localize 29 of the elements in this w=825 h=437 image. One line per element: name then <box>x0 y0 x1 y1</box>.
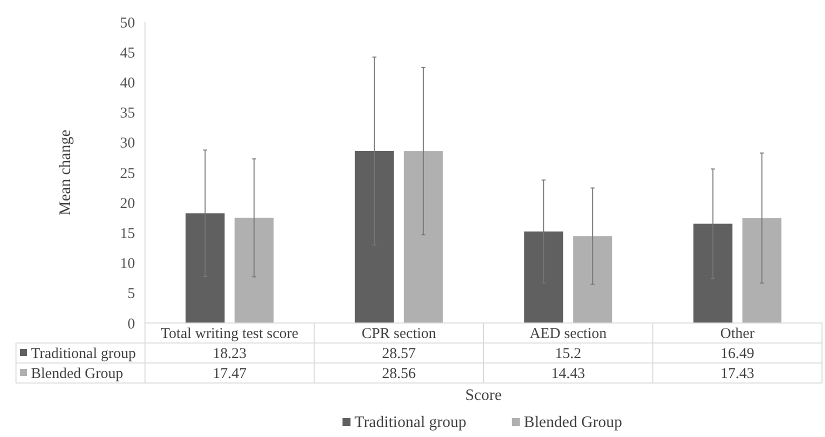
x-tick-label: Total writing test score <box>160 326 299 342</box>
y-tick-label: 30 <box>120 136 135 152</box>
data-label: 17.43 <box>720 366 754 382</box>
data-label: 18.23 <box>212 346 246 362</box>
y-tick-label: 15 <box>120 226 135 242</box>
y-tick-label: 40 <box>120 75 135 92</box>
x-tick-label: CPR section <box>362 326 437 342</box>
data-label: 15.2 <box>555 346 582 362</box>
y-tick-label: 5 <box>128 286 135 302</box>
data-label: 28.57 <box>382 346 416 362</box>
x-axis-title: Score <box>465 387 502 404</box>
y-tick-label: 45 <box>120 45 135 62</box>
x-tick-label: Other <box>720 326 754 342</box>
x-tick-label: AED section <box>530 326 608 342</box>
y-tick-label: 20 <box>120 196 135 212</box>
y-tick-label: 35 <box>120 106 135 122</box>
text: Traditional group <box>354 414 466 431</box>
legend-label: Traditional group <box>31 346 136 362</box>
data-label: 16.49 <box>720 346 754 362</box>
data-label: 28.56 <box>382 366 416 382</box>
y-tick-label: 0 <box>128 316 135 332</box>
y-axis-title: Mean change <box>57 130 74 216</box>
y-tick-label: 25 <box>120 166 135 182</box>
y-tick-label: 50 <box>120 15 135 32</box>
text: Blended Group <box>31 366 124 382</box>
data-label: 14.43 <box>551 366 585 382</box>
y-tick-label: 10 <box>120 256 135 272</box>
data-label: 17.47 <box>212 366 247 382</box>
legend-label: Blended Group <box>524 414 622 431</box>
